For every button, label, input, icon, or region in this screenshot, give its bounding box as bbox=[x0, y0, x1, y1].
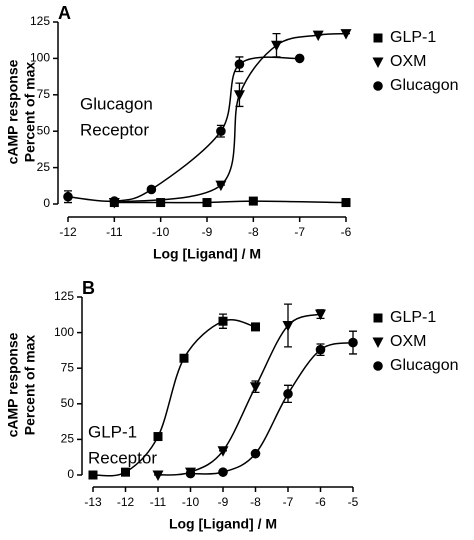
point bbox=[217, 446, 229, 457]
x-axis-label: Log [Ligand] / M bbox=[153, 246, 261, 262]
x-axis-label: Log [Ligand] / M bbox=[169, 516, 277, 532]
x-tick-label: -11 bbox=[150, 495, 167, 509]
point bbox=[250, 382, 261, 393]
y-tick-label: 100 bbox=[54, 325, 74, 339]
point bbox=[202, 198, 212, 208]
point bbox=[179, 353, 189, 363]
y-tick-label: 125 bbox=[54, 289, 74, 303]
point bbox=[152, 470, 164, 481]
point bbox=[153, 432, 163, 442]
x-tick-label: -9 bbox=[218, 495, 229, 509]
x-tick-label: -10 bbox=[182, 495, 200, 509]
point bbox=[215, 180, 227, 192]
x-tick-label: -7 bbox=[283, 495, 294, 509]
point bbox=[340, 29, 352, 40]
y-tick-label: 0 bbox=[67, 467, 74, 481]
x-tick-label: -6 bbox=[341, 225, 352, 239]
point bbox=[248, 196, 258, 206]
legend-label: OXM bbox=[390, 53, 426, 70]
y-tick-label: 25 bbox=[61, 432, 75, 446]
x-tick-label: -13 bbox=[84, 495, 102, 509]
y-axis-label: Percent of max bbox=[22, 62, 38, 163]
y-tick-label: 100 bbox=[30, 51, 50, 65]
legend-label: Glucagon bbox=[390, 77, 459, 94]
point bbox=[283, 389, 293, 399]
panel-label: A bbox=[58, 3, 71, 23]
y-tick-label: 125 bbox=[30, 14, 50, 28]
legend-label: OXM bbox=[390, 333, 426, 350]
point bbox=[63, 191, 73, 202]
point bbox=[271, 40, 282, 52]
point bbox=[348, 337, 358, 348]
point bbox=[146, 184, 157, 195]
point bbox=[341, 198, 351, 208]
y-tick-label: 75 bbox=[61, 360, 75, 374]
point bbox=[250, 448, 261, 459]
point bbox=[218, 316, 228, 326]
legend-label: GLP-1 bbox=[390, 309, 436, 326]
x-tick-label: -12 bbox=[117, 495, 135, 509]
x-tick-label: -9 bbox=[202, 225, 213, 239]
legend-label: GLP-1 bbox=[390, 29, 436, 46]
point bbox=[312, 30, 324, 42]
curve bbox=[190, 341, 354, 475]
legend-marker bbox=[373, 313, 383, 323]
curve bbox=[114, 32, 347, 204]
y-tick-label: 50 bbox=[37, 123, 51, 137]
y-axis-label: cAMP response bbox=[5, 332, 21, 437]
legend-marker bbox=[372, 337, 384, 348]
point bbox=[251, 322, 260, 332]
x-tick-label: -10 bbox=[152, 225, 170, 239]
x-tick-label: -11 bbox=[106, 225, 123, 239]
legend-marker bbox=[372, 57, 384, 68]
y-axis-label: cAMP response bbox=[5, 59, 21, 164]
y-tick-label: 0 bbox=[43, 196, 50, 210]
legend-marker bbox=[373, 33, 383, 43]
annotation: Receptor bbox=[88, 448, 157, 467]
x-tick-label: -7 bbox=[294, 225, 305, 239]
y-axis-label: Percent of max bbox=[22, 335, 38, 436]
annotation: Receptor bbox=[80, 120, 149, 139]
curve bbox=[114, 200, 347, 204]
legend-label: Glucagon bbox=[390, 357, 459, 374]
point bbox=[294, 53, 305, 64]
annotation: Glucagon bbox=[80, 94, 153, 113]
y-tick-label: 75 bbox=[37, 87, 51, 101]
point bbox=[233, 90, 245, 101]
x-tick-label: -6 bbox=[315, 495, 326, 509]
point bbox=[282, 320, 294, 332]
legend-marker bbox=[373, 81, 383, 91]
point bbox=[315, 309, 326, 321]
y-tick-label: 50 bbox=[61, 396, 75, 410]
point bbox=[109, 196, 120, 206]
x-tick-label: -8 bbox=[248, 225, 259, 239]
point bbox=[315, 344, 326, 355]
point bbox=[88, 470, 98, 480]
point bbox=[121, 467, 130, 477]
point bbox=[185, 468, 196, 479]
point bbox=[216, 126, 226, 136]
panel-label: B bbox=[82, 278, 95, 298]
point bbox=[234, 59, 245, 70]
x-tick-label: -5 bbox=[348, 495, 359, 509]
x-tick-label: -12 bbox=[59, 225, 77, 239]
legend-marker bbox=[373, 361, 383, 371]
point bbox=[218, 467, 228, 477]
point bbox=[156, 198, 166, 208]
y-tick-label: 25 bbox=[37, 160, 51, 174]
curve bbox=[157, 313, 321, 476]
x-tick-label: -8 bbox=[250, 495, 261, 509]
annotation: GLP-1 bbox=[88, 422, 137, 441]
